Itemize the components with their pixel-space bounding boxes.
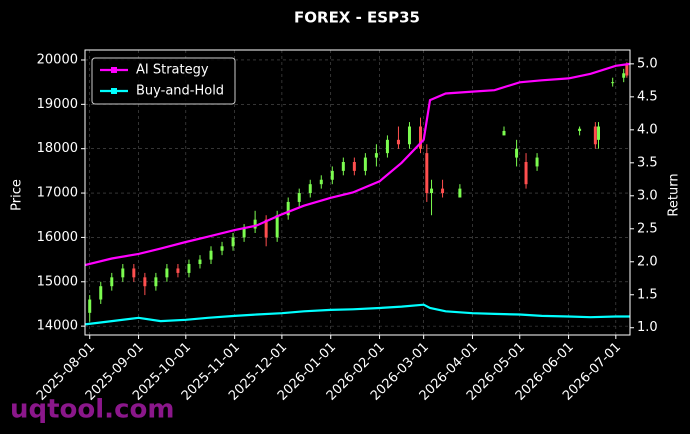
y2-tick-label: 4.5	[637, 89, 658, 104]
candle-body	[154, 277, 158, 287]
candle-body	[363, 157, 367, 171]
candle-body	[286, 201, 290, 216]
candle-body	[524, 162, 528, 185]
candle-body	[515, 148, 519, 158]
candle-body	[220, 246, 224, 251]
legend-marker	[111, 88, 117, 94]
candle-body	[407, 126, 411, 145]
y2-tick-label: 5.0	[637, 56, 658, 71]
candle-body	[611, 82, 615, 84]
candle-body	[275, 215, 279, 238]
candle-body	[425, 153, 429, 194]
candle-body	[121, 268, 125, 278]
y2-tick-label: 1.0	[637, 320, 658, 335]
series-line	[84, 303, 630, 326]
candle-body	[209, 250, 213, 260]
candle-body	[419, 126, 423, 149]
y2-tick-label: 1.5	[637, 287, 658, 302]
y2-tick-label: 2.0	[637, 254, 658, 269]
y-tick-label: 17000	[37, 186, 78, 201]
candle-body	[132, 268, 136, 278]
y-tick-label: 16000	[37, 230, 78, 245]
series-line	[84, 62, 631, 267]
candle-body	[253, 219, 257, 229]
candle-body	[264, 219, 268, 238]
candle-body	[374, 153, 378, 158]
y-tick-label: 19000	[37, 97, 78, 112]
legend-label: Buy-and-Hold	[136, 84, 224, 99]
y2-tick-label: 4.0	[637, 122, 658, 137]
candle-body	[231, 237, 235, 247]
candle-body	[578, 128, 582, 131]
candle-body	[176, 268, 180, 273]
candle-body	[319, 179, 323, 185]
candle-body	[99, 286, 103, 300]
y-axis-label: Price	[10, 179, 25, 211]
y-tick-label: 14000	[37, 319, 78, 334]
candle-body	[143, 277, 147, 287]
candle-body	[385, 139, 389, 154]
plot-frame	[84, 49, 631, 336]
y-tick-label: 18000	[37, 141, 78, 156]
candle-body	[198, 259, 202, 265]
candle-body	[88, 299, 92, 313]
candle-body	[242, 228, 246, 238]
candle-body	[297, 193, 301, 202]
y-tick-label: 15000	[37, 274, 78, 289]
candle-body	[330, 170, 334, 180]
candle-body	[596, 126, 600, 140]
legend-label: AI Strategy	[136, 63, 209, 78]
y2-axis-label: Return	[667, 173, 682, 216]
candle-body	[622, 73, 626, 78]
candle-body	[187, 264, 191, 273]
candle-body	[352, 162, 356, 171]
chart-title: FOREX - ESP35	[294, 9, 420, 27]
candle-body	[341, 162, 345, 171]
candle-body	[165, 268, 169, 278]
candle-body	[625, 64, 629, 76]
candle-body	[441, 188, 445, 194]
candle-body	[458, 188, 462, 198]
y2-tick-label: 2.5	[637, 221, 658, 236]
watermark: uqtool.com	[10, 395, 174, 425]
y2-tick-label: 3.5	[637, 155, 658, 170]
candle-body	[430, 188, 434, 194]
candle-body	[535, 157, 539, 167]
y-tick-label: 20000	[37, 52, 78, 67]
candle-body	[396, 139, 400, 145]
candle-body	[593, 126, 597, 145]
legend-marker	[111, 67, 117, 73]
y2-tick-label: 3.0	[637, 188, 658, 203]
candle-body	[110, 277, 114, 287]
candle-body	[308, 184, 312, 194]
candle-body	[502, 130, 506, 136]
